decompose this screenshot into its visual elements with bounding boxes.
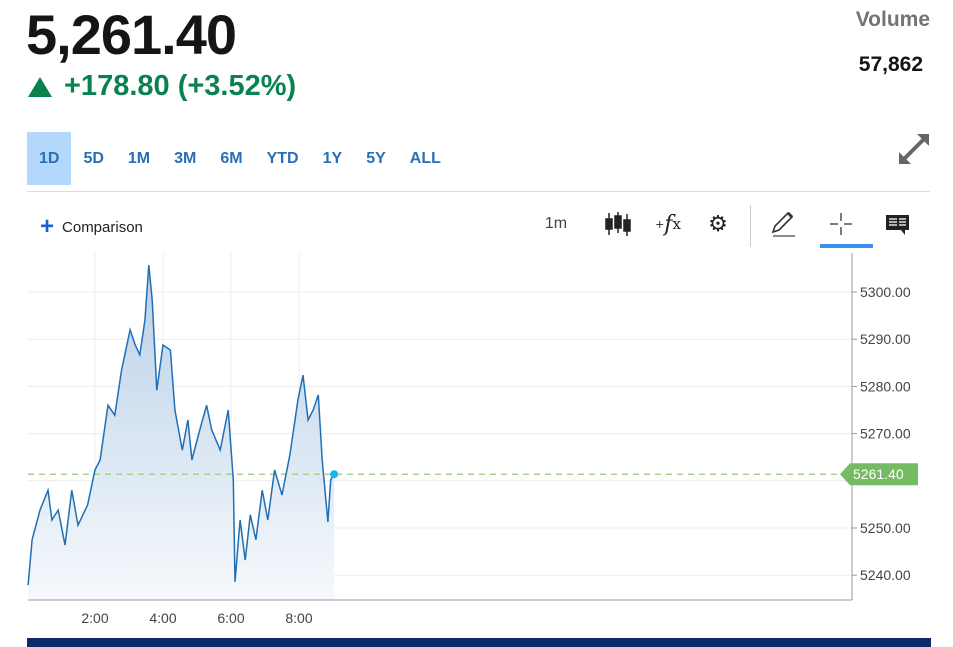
crosshair-icon[interactable] (828, 206, 854, 242)
volume-value: 57,862 (858, 53, 923, 76)
y-tick-label: 5290.00 (860, 331, 911, 347)
divider (27, 191, 930, 192)
candlestick-icon[interactable] (603, 206, 633, 242)
tab-3m[interactable]: 3M (174, 150, 197, 167)
tab-1d[interactable]: 1D (27, 132, 72, 185)
volume-label: Volume (855, 8, 930, 31)
active-tool-indicator (820, 244, 873, 248)
expand-icon[interactable] (897, 132, 931, 166)
pencil-icon[interactable] (768, 206, 798, 242)
comment-icon[interactable] (884, 206, 912, 242)
x-tick-label: 4:00 (149, 610, 176, 626)
tab-5y[interactable]: 5Y (366, 150, 386, 167)
y-tick-label: 5250.00 (860, 520, 911, 536)
tab-all[interactable]: ALL (409, 150, 441, 167)
comparison-button[interactable]: + Comparison (40, 213, 143, 240)
x-tick-label: 8:00 (285, 610, 312, 626)
price-line (27, 265, 335, 586)
bottom-navigator-bar[interactable] (27, 638, 931, 647)
tab-ytd[interactable]: YTD (266, 150, 299, 167)
tab-6m[interactable]: 6M (220, 150, 243, 167)
price-area (28, 265, 335, 600)
interval-button[interactable]: 1m (544, 215, 568, 232)
y-tick-label: 5300.00 (860, 284, 911, 300)
toolbar-divider (750, 205, 751, 247)
y-tick-label: 5270.00 (860, 426, 911, 442)
price-change-value: +178.80 (+3.52%) (64, 70, 297, 102)
y-tick-label: 5280.00 (860, 378, 911, 394)
x-tick-label: 6:00 (217, 610, 244, 626)
plus-icon: + (40, 213, 55, 240)
y-tick-label: 5240.00 (860, 567, 911, 583)
x-tick-label: 2:00 (81, 610, 108, 626)
last-price-tag-label: 5261.40 (853, 466, 904, 482)
range-tabs: 1D 5D 1M 3M 6M YTD 1Y 5Y ALL (27, 132, 453, 185)
up-arrow-icon (28, 76, 52, 97)
price-change: +178.80 (+3.52%) (28, 70, 296, 103)
last-price-tag: 5261.40 (840, 463, 918, 486)
tab-1y[interactable]: 1Y (322, 150, 343, 167)
comparison-label: Comparison (62, 218, 143, 236)
last-price-dot (330, 470, 339, 479)
tab-1m[interactable]: 1M (127, 150, 151, 167)
tab-5d[interactable]: 5D (83, 150, 104, 167)
indicator-fx-icon[interactable]: + f x (655, 211, 681, 237)
last-price: 5,261.40 (26, 3, 237, 66)
gear-icon[interactable]: ⚙ (708, 211, 728, 236)
